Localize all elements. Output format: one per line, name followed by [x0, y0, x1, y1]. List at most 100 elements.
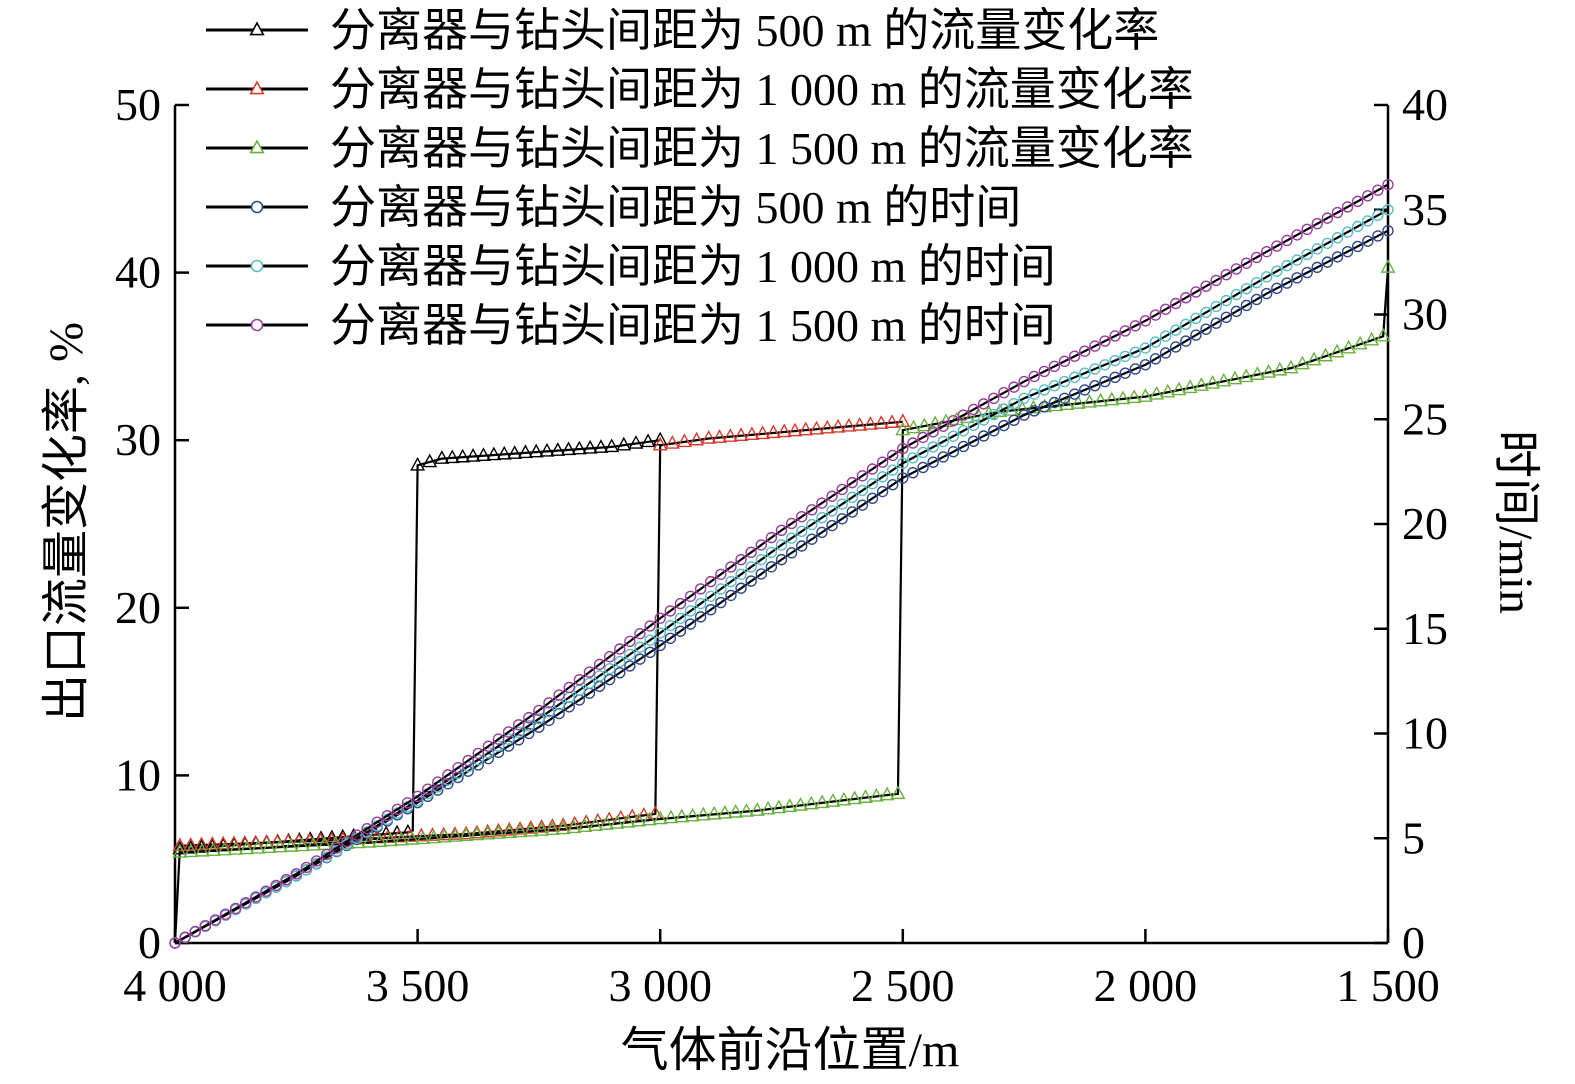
data-point	[563, 681, 575, 694]
data-point	[172, 844, 188, 858]
data-point	[897, 442, 909, 455]
data-point	[1260, 287, 1273, 300]
data-point	[1058, 392, 1071, 404]
legend-item-5: 分离器与钻头间距为 1 000 m 的时间	[206, 241, 1056, 292]
data-point	[624, 660, 636, 672]
data-point	[846, 491, 858, 503]
data-point	[1240, 282, 1253, 295]
data-point	[876, 471, 889, 483]
data-point	[803, 795, 819, 810]
legend-label: 分离器与钻头间距为 500 m 的流量变化率	[330, 5, 1159, 56]
data-point	[1250, 251, 1263, 264]
data-point	[194, 836, 209, 851]
data-point	[1193, 377, 1209, 391]
data-point	[1119, 350, 1131, 363]
data-point	[609, 814, 625, 829]
data-point	[745, 561, 757, 573]
data-point	[517, 444, 533, 459]
data-point	[1230, 288, 1243, 301]
data-point	[1362, 190, 1374, 202]
data-point	[593, 439, 609, 453]
data-point	[442, 769, 454, 781]
data-point	[272, 838, 288, 853]
data-point	[782, 798, 798, 812]
data-point	[1362, 215, 1374, 227]
data-point	[290, 868, 302, 880]
data-point	[826, 490, 838, 502]
data-point	[957, 440, 970, 453]
data-point	[1089, 380, 1101, 392]
data-point	[1079, 367, 1091, 379]
data-point	[1028, 388, 1040, 400]
data-point	[674, 597, 687, 610]
data-point	[169, 937, 181, 949]
series-3-line	[179, 267, 1390, 854]
data-point	[582, 439, 598, 454]
data-point	[465, 448, 481, 462]
series-1-markers	[172, 431, 668, 855]
data-point	[857, 789, 873, 803]
data-point	[825, 793, 841, 807]
data-point	[1170, 341, 1182, 353]
data-point	[571, 440, 587, 455]
y-tick-label: 30	[115, 414, 161, 465]
data-point	[404, 830, 420, 845]
data-point	[283, 838, 299, 852]
data-point	[1318, 347, 1334, 362]
data-point	[947, 430, 960, 442]
data-point	[1291, 272, 1303, 284]
data-point	[1260, 271, 1273, 283]
data-point	[998, 387, 1010, 399]
data-point	[819, 419, 835, 434]
data-point	[1200, 306, 1212, 319]
data-point	[603, 650, 616, 663]
data-point	[1190, 286, 1202, 298]
data-point	[1149, 385, 1165, 400]
data-point	[674, 612, 687, 624]
data-point	[229, 902, 242, 915]
data-point	[1351, 220, 1364, 233]
data-point	[852, 417, 868, 431]
data-point	[1079, 384, 1091, 396]
data-point	[1139, 342, 1152, 354]
data-point	[401, 797, 414, 809]
data-point	[523, 820, 539, 834]
data-point	[496, 445, 512, 460]
data-point	[701, 430, 717, 444]
data-point	[1159, 330, 1172, 342]
data-point	[1281, 277, 1293, 289]
data-point	[634, 641, 646, 653]
data-point	[927, 426, 939, 438]
data-point	[614, 667, 626, 679]
data-point	[573, 674, 586, 686]
data-point	[886, 449, 899, 462]
data-point	[507, 445, 523, 459]
data-point	[614, 655, 626, 668]
data-point	[809, 420, 825, 435]
data-point	[1008, 414, 1020, 426]
legend-marker	[249, 80, 265, 95]
data-point	[890, 785, 906, 800]
data-point	[294, 837, 310, 852]
data-point	[705, 604, 717, 616]
x-tick-label: 2 000	[1094, 960, 1198, 1011]
data-point	[957, 409, 970, 421]
data-point	[1170, 297, 1182, 310]
data-point	[351, 829, 363, 841]
data-point	[998, 419, 1010, 432]
data-point	[927, 456, 939, 468]
data-point	[715, 583, 727, 595]
data-point	[1149, 309, 1162, 321]
data-point	[674, 625, 687, 637]
legend-marker	[249, 21, 265, 36]
data-point	[1301, 223, 1313, 236]
data-point	[634, 653, 646, 665]
data-point	[1018, 409, 1030, 421]
data-point	[775, 553, 788, 566]
data-point	[663, 809, 679, 824]
data-point	[447, 828, 463, 842]
data-point	[391, 803, 404, 815]
data-point	[422, 453, 438, 468]
data-point	[490, 822, 506, 837]
data-point	[189, 925, 201, 938]
